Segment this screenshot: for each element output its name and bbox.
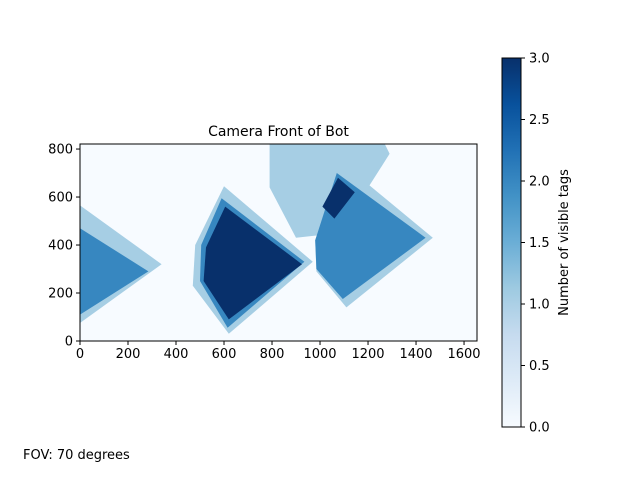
y-tick-label: 0 xyxy=(65,335,73,350)
colorbar-tick-label: 2.0 xyxy=(529,175,550,190)
heatmap-regions xyxy=(80,144,433,334)
x-tick-label: 800 xyxy=(260,347,285,362)
colorbar-ticks: 0.0 0.5 1.0 1.5 2.0 2.5 3.0 xyxy=(521,52,550,436)
x-tick-label: 600 xyxy=(212,347,237,362)
x-tick-label: 200 xyxy=(116,347,141,362)
colorbar-tick-label: 1.5 xyxy=(529,236,550,251)
x-axis: 0 200 400 600 800 1000 1200 1400 1600 xyxy=(76,341,481,362)
y-axis: 0 200 400 600 800 xyxy=(48,143,80,350)
heatmap-region-2 xyxy=(80,228,149,315)
y-tick-label: 400 xyxy=(48,239,73,254)
heatmap-region-9 xyxy=(322,177,355,219)
y-tick-label: 200 xyxy=(48,287,73,302)
x-tick-label: 400 xyxy=(164,347,189,362)
plot-frame xyxy=(79,143,478,342)
colorbar-tick-label: 3.0 xyxy=(529,52,550,67)
x-tick-label: 1000 xyxy=(303,347,336,362)
chart-title: Camera Front of Bot xyxy=(208,124,349,140)
colorbar-tick-label: 2.5 xyxy=(529,113,550,128)
heatmap-region-6 xyxy=(269,144,390,238)
colorbar-tick-label: 0.0 xyxy=(529,421,550,436)
x-tick-label: 0 xyxy=(76,347,84,362)
x-tick-label: 1200 xyxy=(351,347,384,362)
x-tick-label: 1600 xyxy=(447,347,480,362)
x-tick-label: 1400 xyxy=(399,347,432,362)
colorbar-tick-label: 1.0 xyxy=(529,298,550,313)
colorbar xyxy=(501,57,522,428)
y-tick-label: 600 xyxy=(48,191,73,206)
colorbar-label: Number of visible tags xyxy=(557,169,572,316)
heatmap-region-5 xyxy=(203,206,302,320)
y-tick-label: 800 xyxy=(48,143,73,158)
fov-caption: FOV: 70 degrees xyxy=(23,448,130,463)
colorbar-tick-label: 0.5 xyxy=(529,359,550,374)
